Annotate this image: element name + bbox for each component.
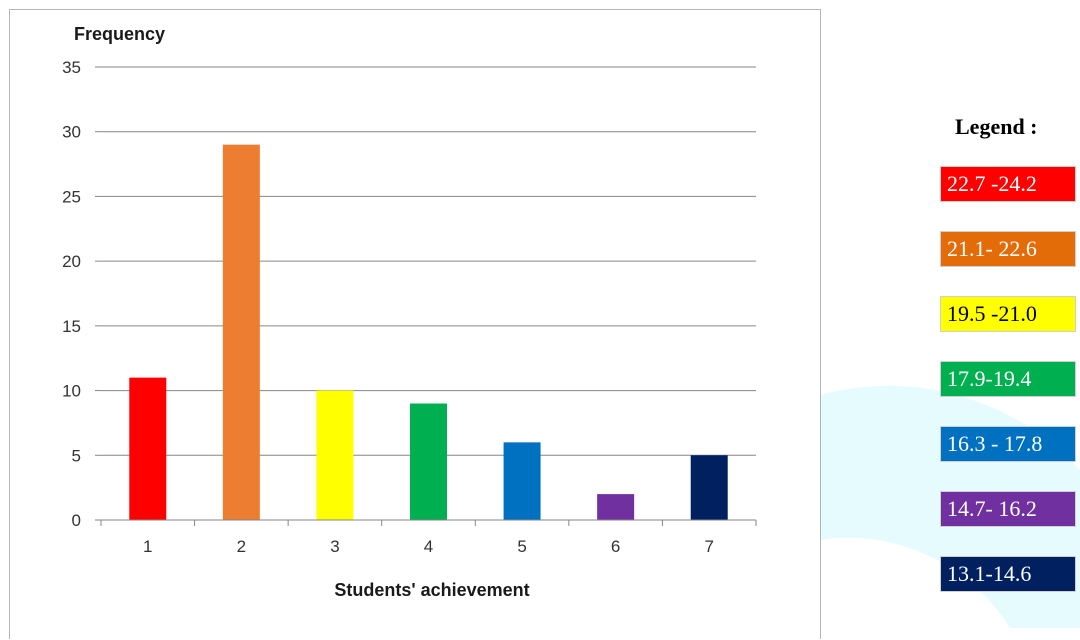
legend-item: 21.1- 22.6 [940,231,1076,267]
legend-item: 19.5 -21.0 [940,296,1076,332]
y-tick-label: 25 [62,187,81,206]
bar-7 [690,455,728,520]
y-axis-title: Frequency [74,24,165,44]
x-axis-title: Students' achievement [334,580,529,600]
y-tick-label: 5 [72,446,81,465]
x-tick-label: 1 [143,537,152,556]
bar-chart: 0 5 10 15 20 25 30 35 1 2 3 4 5 6 7 Frequency Students… [62,24,757,600]
bar-1 [129,377,167,520]
axes [95,66,757,526]
x-tick-label: 2 [237,537,246,556]
legend-item: 22.7 -24.2 [940,166,1076,202]
y-tick-label: 20 [62,252,81,271]
y-tick-label: 0 [72,511,81,530]
legend-item: 17.9-19.4 [940,361,1076,397]
legend-item: 14.7- 16.2 [940,491,1076,527]
chart-panel: 0 5 10 15 20 25 30 35 1 2 3 4 5 6 7 Frequency Students… [9,9,821,639]
x-tick-label: 3 [330,537,339,556]
legend-title: Legend : [955,114,1038,139]
y-tick-label: 30 [62,123,81,142]
bar-4 [410,403,447,520]
x-tick-label: 5 [517,537,526,556]
tick-labels: 0 5 10 15 20 25 30 35 1 2 3 4 5 6 7 [62,58,714,556]
y-tick-label: 15 [62,317,81,336]
y-tick-label: 10 [62,382,81,401]
bar-2 [222,144,260,520]
x-tick-label: 7 [704,537,713,556]
bars [129,144,728,520]
y-tick-label: 35 [62,58,81,77]
x-tick-label: 6 [611,537,620,556]
legend-item: 16.3 - 17.8 [940,426,1076,462]
legend-item: 13.1-14.6 [940,556,1076,592]
bar-5 [503,442,541,520]
bar-6 [597,494,635,520]
x-tick-label: 4 [424,537,433,556]
gridlines [101,66,756,456]
bar-3 [316,390,354,520]
